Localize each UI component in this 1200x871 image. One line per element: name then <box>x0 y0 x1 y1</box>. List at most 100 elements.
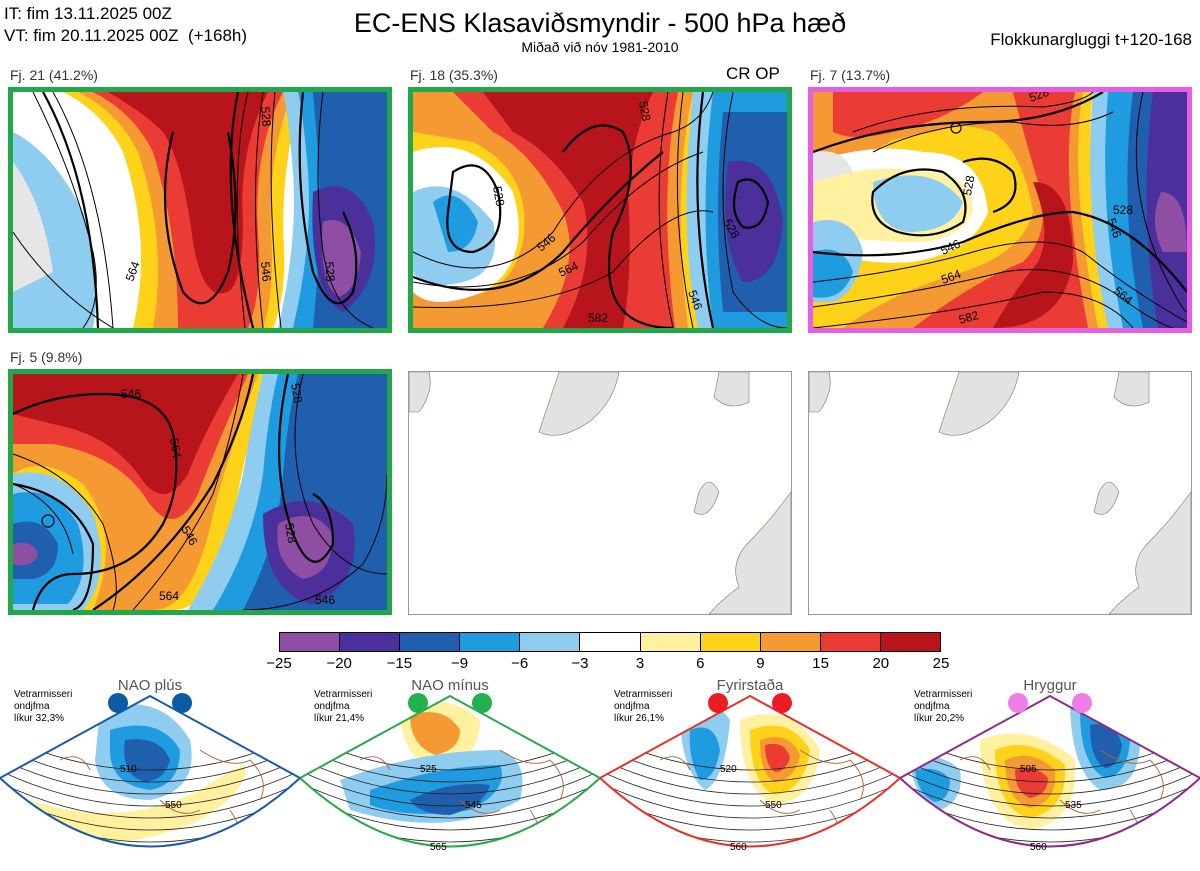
regime-dot <box>472 693 492 713</box>
regime-winter-line: líkur 32,3% <box>14 713 65 724</box>
regime-contour-label: 525 <box>420 764 437 775</box>
regime-contour-label: 550 <box>765 800 782 811</box>
header-dates: IT: fim 13.11.2025 00Z VT: fim 20.11.202… <box>4 3 247 47</box>
regime-contour-label: 545 <box>465 800 482 811</box>
contour-label: 564 <box>939 267 963 287</box>
regime-dot <box>1008 693 1028 713</box>
crop-label: CR OP <box>726 64 780 83</box>
regime-winter-line: ondjfma <box>614 701 650 712</box>
colorbar-segment <box>339 633 400 651</box>
contour-label: 546 <box>1104 216 1124 240</box>
empty-map-1 <box>408 371 792 615</box>
colorbar <box>279 632 941 652</box>
colorbar-tick-label: −15 <box>386 655 413 672</box>
cluster-map-3: 546 564 582 528 546 564 528 528 <box>808 87 1192 333</box>
regime-contour-label: 560 <box>1030 842 1047 853</box>
regime-winter-line: ondjfma <box>14 701 50 712</box>
regime-winter-line: Vetrarmisseri <box>14 689 73 700</box>
contour-label: 546 <box>685 288 705 312</box>
contour-label: 528 <box>960 174 977 196</box>
regime-dot <box>408 693 428 713</box>
regime-winter-note: Vetrarmisseri ondjfma líkur 26,1% <box>614 689 672 725</box>
regime-contour-label: 565 <box>430 842 447 853</box>
contour-label: 564 <box>123 259 143 283</box>
regime-winter-line: Vetrarmisseri <box>614 689 673 700</box>
colorbar-tick-label: −6 <box>511 655 529 672</box>
cluster-map-4: 546 564 546 564 528 546 528 <box>8 369 392 615</box>
regime-title: Fyrirstaða <box>716 677 784 694</box>
contour-label: 528 <box>490 185 507 207</box>
regime-winter-line: líkur 26,1% <box>614 713 665 724</box>
valid-time: VT: fim 20.11.2025 00Z (+168h) <box>4 26 248 45</box>
regime-title: NAO plús <box>117 677 183 694</box>
contour-label: 528 <box>322 261 338 282</box>
regime-winter-line: líkur 21,4% <box>314 713 365 724</box>
contour-label: 546 <box>258 261 274 282</box>
colorbar-tick-label: 20 <box>872 655 890 672</box>
regime-title: Hryggur <box>1023 677 1077 694</box>
panel-label-2: Fj. 18 (35.3%) <box>410 67 498 83</box>
regime-dot <box>172 693 192 713</box>
contour-label: 546 <box>315 593 335 607</box>
regime-contour-label: 520 <box>720 764 737 775</box>
colorbar-segment <box>280 633 340 651</box>
colorbar-segment <box>579 633 640 651</box>
colorbar-tick-label: 3 <box>635 655 645 672</box>
colorbar-tick-label: 25 <box>932 655 950 672</box>
colorbar-segment <box>699 633 760 651</box>
panel-label-4: Fj. 5 (9.8%) <box>10 349 83 365</box>
colorbar-segment <box>819 633 880 651</box>
regime-dot <box>772 693 792 713</box>
regime-fan-map: 525 545 565 <box>300 694 600 853</box>
regime-winter-line: Vetrarmisseri <box>314 689 373 700</box>
regime-contour-label: 560 <box>730 842 747 853</box>
regime-dot <box>708 693 728 713</box>
page-subtitle: Miðað við nóv 1981-2010 <box>521 39 679 55</box>
initial-time: IT: fim 13.11.2025 00Z <box>4 4 172 23</box>
contour-label: 528 <box>282 522 299 544</box>
colorbar-tick-label: −20 <box>326 655 352 672</box>
regime-fan-map: 520 550 560 <box>600 694 900 853</box>
page-title: EC-ENS Klasaviðsmyndir - 500 hPa hæð <box>353 8 847 38</box>
regime-title: NAO mínus <box>411 677 489 694</box>
contour-label: 582 <box>957 308 980 327</box>
colorbar-tick-label: 9 <box>756 655 765 672</box>
regime-dot <box>108 693 128 713</box>
regime-winter-line: Vetrarmisseri <box>914 689 973 700</box>
contour-label: 528 <box>258 106 274 127</box>
regime-contour-label: 505 <box>1020 764 1037 775</box>
empty-map-2 <box>808 371 1192 615</box>
contour-label: 546 <box>121 387 141 401</box>
classification-window: Flokkunargluggi t+120-168 <box>990 30 1192 49</box>
contour-label: 564 <box>159 589 179 603</box>
regime-winter-line: líkur 20,2% <box>914 713 965 724</box>
regime-fan-map: 505 535 560 <box>900 694 1200 853</box>
colorbar-segment <box>399 633 460 651</box>
cluster-map-2: 528 546 564 582 528 546 528 <box>408 87 792 333</box>
contour-label: 528 <box>288 382 305 404</box>
contour-label: 564 <box>167 437 184 459</box>
regime-dot <box>1072 693 1092 713</box>
colorbar-segment <box>759 633 820 651</box>
colorbar-segment <box>519 633 580 651</box>
regime-winter-note: Vetrarmisseri ondjfma líkur 20,2% <box>914 689 972 725</box>
regime-winter-line: ondjfma <box>914 701 950 712</box>
regime-fan-map: 510 550 <box>0 694 300 848</box>
panel-label-1: Fj. 21 (41.2%) <box>10 67 98 83</box>
colorbar-tick-label: 6 <box>696 655 705 672</box>
panel-label-3: Fj. 7 (13.7%) <box>810 67 891 83</box>
colorbar-segment <box>639 633 700 651</box>
contour-label: 582 <box>588 311 608 325</box>
regime-winter-note: Vetrarmisseri ondjfma líkur 21,4% <box>314 689 372 725</box>
colorbar-segment <box>879 633 941 651</box>
colorbar-tick-label: 15 <box>812 655 829 672</box>
colorbar-tick-label: −9 <box>450 655 469 672</box>
cluster-map-1: 564 546 528 528 <box>8 87 392 333</box>
contour-label: 528 <box>636 100 653 122</box>
regime-winter-line: ondjfma <box>314 701 350 712</box>
regime-contour-label: 550 <box>165 800 182 811</box>
regime-contour-label: 535 <box>1065 800 1082 811</box>
colorbar-tick-label: −3 <box>571 655 589 672</box>
regime-winter-note: Vetrarmisseri ondjfma líkur 32,3% <box>14 689 72 725</box>
regime-contour-label: 510 <box>120 764 137 775</box>
